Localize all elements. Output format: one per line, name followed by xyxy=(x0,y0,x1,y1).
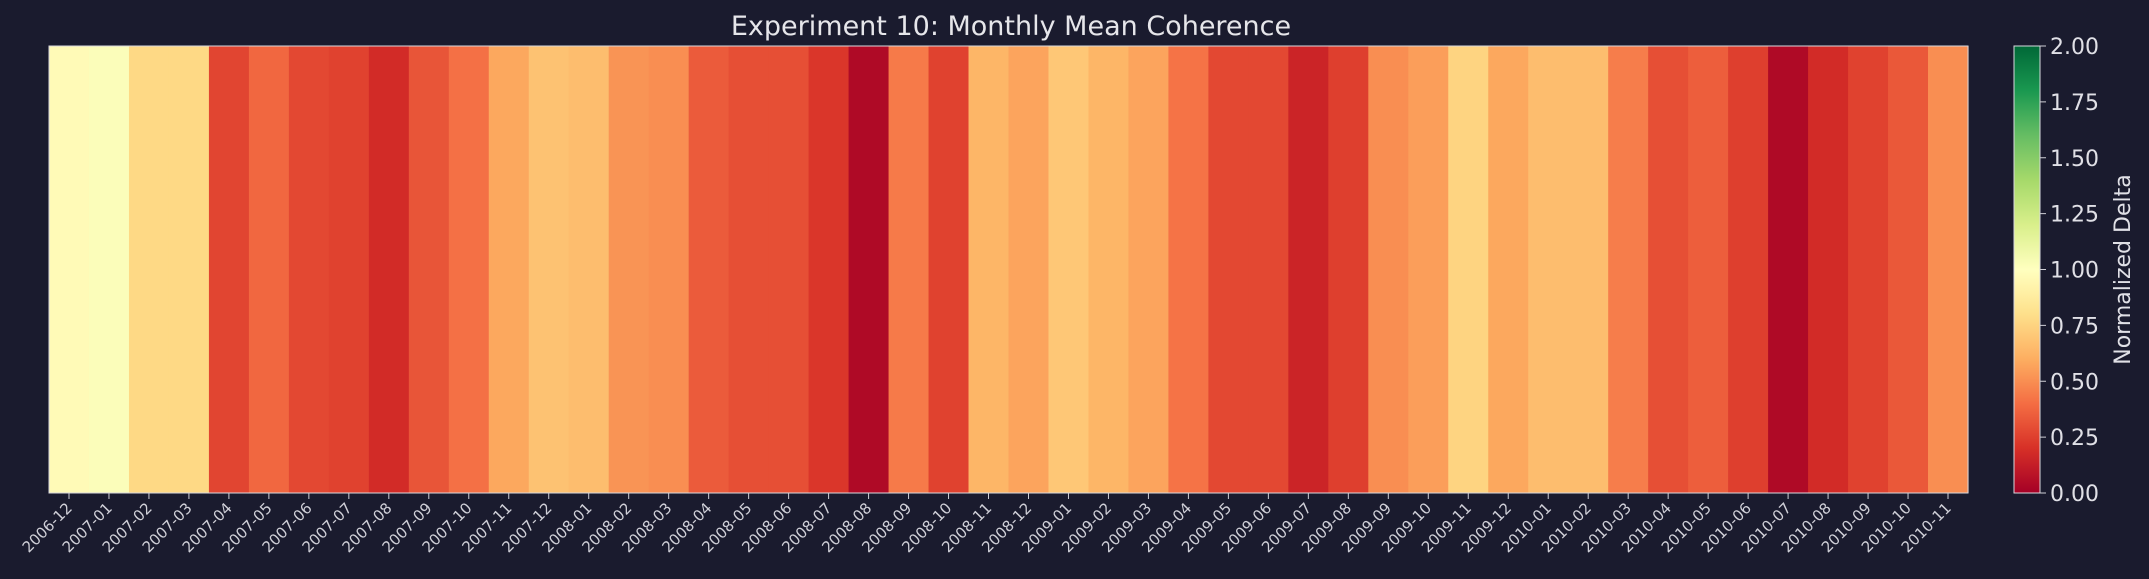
heatmap-cell xyxy=(1688,46,1729,493)
colorbar-tick-label: 1.00 xyxy=(2050,259,2099,284)
colorbar-tick-label: 2.00 xyxy=(2050,35,2099,60)
heatmap-cell xyxy=(1168,46,1209,493)
colorbar-gradient xyxy=(2013,45,2041,494)
heatmap-cell xyxy=(888,46,930,493)
heatmap-cell xyxy=(128,46,170,493)
heatmap-cell xyxy=(848,46,890,493)
heatmap-cell xyxy=(568,46,610,493)
heatmap-cell xyxy=(1768,46,1809,493)
colorbar-tick-label: 0.25 xyxy=(2050,426,2099,451)
heatmap-cell xyxy=(1128,46,1170,493)
heatmap-cell xyxy=(1288,46,1329,493)
heatmap-cell xyxy=(808,46,850,493)
heatmap-cell xyxy=(1928,46,1969,493)
heatmap-cell xyxy=(1368,46,1409,493)
heatmap-cell xyxy=(648,46,690,493)
heatmap-cell xyxy=(1248,46,1289,493)
colorbar-tick-label: 0.50 xyxy=(2050,370,2099,395)
heatmap-cell xyxy=(1328,46,1369,493)
heatmap-cell xyxy=(88,46,130,493)
heatmap-cell xyxy=(528,46,570,493)
heatmap-cell xyxy=(328,46,370,493)
heatmap-cell xyxy=(608,46,650,493)
heatmap-cell xyxy=(1088,46,1130,493)
heatmap-cell xyxy=(1728,46,1769,493)
heatmap-cell xyxy=(1448,46,1489,493)
heatmap-cell xyxy=(1008,46,1050,493)
colorbar-label: Normalized Delta xyxy=(2111,174,2136,364)
heatmap-cell xyxy=(168,46,210,493)
heatmap-cell xyxy=(1408,46,1449,493)
heatmap-cell xyxy=(368,46,410,493)
colorbar-tick-label: 0.00 xyxy=(2050,482,2099,507)
heatmap-cell xyxy=(1488,46,1529,493)
colorbar: 0.00 0.25 0.50 0.75 1.00 1.25 1.50 1.75 2.00 xyxy=(2013,35,2099,507)
plot-frame xyxy=(48,45,1969,494)
heatmap-cell xyxy=(1848,46,1889,493)
colorbar-tick-label: 1.50 xyxy=(2050,147,2099,172)
heatmap-cell xyxy=(928,46,970,493)
heatmap-cell xyxy=(1568,46,1609,493)
heatmap-cell xyxy=(1608,46,1649,493)
heatmap-cell xyxy=(1648,46,1689,493)
colorbar-tick-label: 1.75 xyxy=(2050,91,2099,116)
heatmap-cell xyxy=(448,46,490,493)
heatmap-cell xyxy=(728,46,770,493)
heatmap-cell xyxy=(1048,46,1090,493)
colorbar-tick-label: 0.75 xyxy=(2050,314,2099,339)
heatmap-cell xyxy=(1528,46,1569,493)
heatmap-cell xyxy=(408,46,450,493)
heatmap-cell xyxy=(208,46,250,493)
heatmap-cell xyxy=(968,46,1010,493)
heatmap-cells xyxy=(49,46,1969,493)
heatmap-cell xyxy=(488,46,530,493)
heatmap-cell xyxy=(288,46,330,493)
heatmap-cell xyxy=(1808,46,1849,493)
x-axis: 2006-122007-012007-022007-032007-042007-… xyxy=(19,493,1955,556)
heatmap-cell xyxy=(1208,46,1249,493)
heatmap-cell xyxy=(49,46,90,493)
heatmap-cell xyxy=(768,46,810,493)
heatmap-cell xyxy=(1888,46,1929,493)
heatmap-cell xyxy=(688,46,730,493)
colorbar-tick-label: 1.25 xyxy=(2050,203,2099,228)
chart-title: Experiment 10: Monthly Mean Coherence xyxy=(731,11,1291,42)
heatmap-cell xyxy=(248,46,290,493)
